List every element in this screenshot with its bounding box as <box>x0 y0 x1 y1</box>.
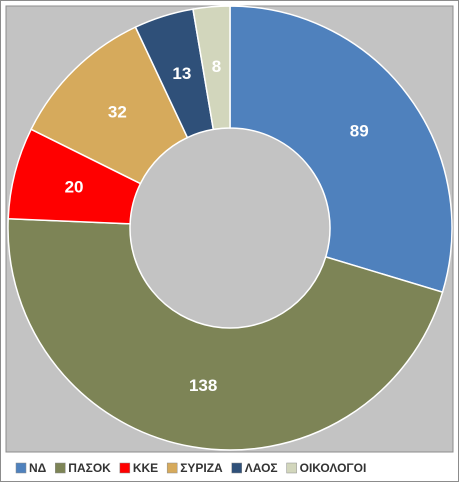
data-label: 89 <box>350 121 369 140</box>
slice <box>229 5 453 294</box>
legend-swatch <box>166 462 178 474</box>
slice <box>7 217 444 451</box>
data-label: 138 <box>189 376 217 395</box>
legend-label: ΟΙΚΟΛΟΓΟΙ <box>300 461 367 475</box>
legend-label: ΛΑΟΣ <box>245 461 278 475</box>
legend-swatch <box>286 462 297 474</box>
legend-label: ΠΑΣΟΚ <box>68 461 111 475</box>
legend-label: ΝΔ <box>29 461 47 475</box>
data-label: 8 <box>212 57 221 76</box>
legend-swatch <box>55 462 66 474</box>
legend: ΝΔ ΠΑΣΟΚ ΚΚΕ ΣΥΡΙΖΑ ΛΑΟΣ ΟΙΚΟΛΟΓΟΙ <box>15 461 367 475</box>
legend-swatch <box>231 462 242 474</box>
legend-label: ΚΚΕ <box>133 461 158 475</box>
data-label: 20 <box>65 177 84 196</box>
legend-swatch <box>15 462 27 474</box>
data-label: 32 <box>108 102 127 121</box>
legend-label: ΣΥΡΙΖΑ <box>180 461 223 475</box>
slice <box>192 5 231 131</box>
data-label: 13 <box>172 64 191 83</box>
legend-swatch <box>119 462 131 474</box>
